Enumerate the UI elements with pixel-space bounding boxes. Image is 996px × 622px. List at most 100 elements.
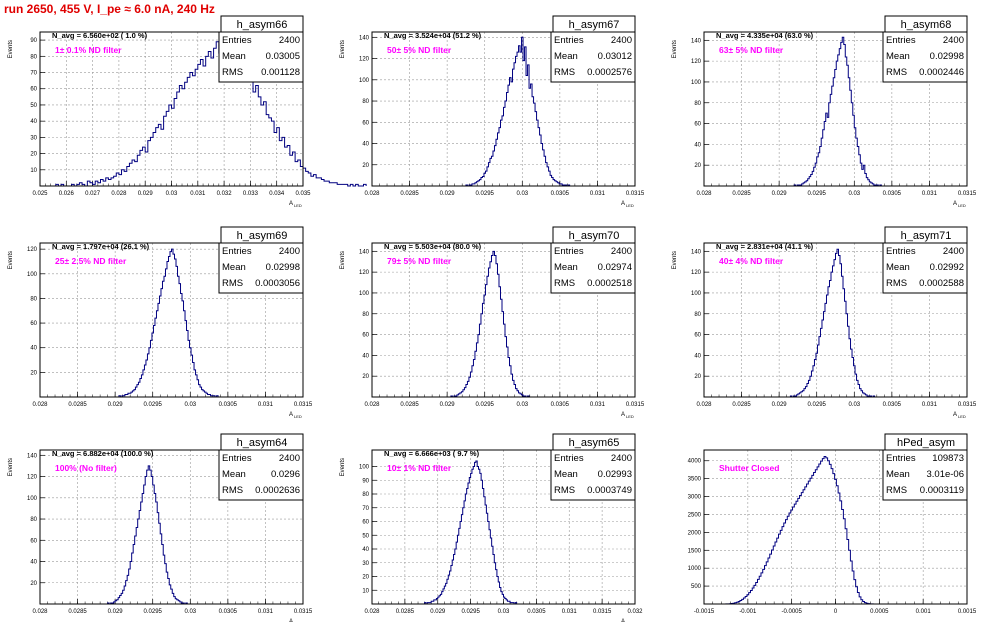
stats-value: 0.02998: [266, 262, 300, 273]
x-tick-label: 0.029: [440, 191, 456, 197]
y-tick-label: 70: [362, 506, 369, 512]
histogram-title: h_asym70: [569, 230, 620, 242]
stats-label: Entries: [222, 246, 252, 257]
x-tick-label: 0.0305: [219, 402, 238, 408]
y-tick-label: 2000: [688, 530, 702, 536]
y-tick-label: 120: [691, 270, 702, 276]
stats-label: Mean: [554, 51, 578, 62]
x-axis-label: ALED: [289, 412, 302, 419]
y-tick-label: 50: [362, 533, 369, 539]
y-tick-label: 140: [27, 453, 38, 459]
y-tick-label: 4000: [688, 459, 702, 465]
y-tick-label: 40: [362, 142, 369, 148]
y-tick-label: 100: [359, 465, 370, 471]
histogram-outline: [793, 36, 882, 187]
stats-value: 0.02998: [930, 51, 964, 62]
histogram-panel-h_asym70: 0.028 0.0285 0.029 0.0295 0.03 0.0305 0.031 0.0…: [340, 226, 645, 419]
filter-annotation: 50± 5% ND filter: [387, 45, 452, 55]
y-tick-label: 100: [359, 291, 370, 297]
stats-value: 0.001128: [261, 67, 300, 78]
x-tick-label: 0.0285: [400, 191, 419, 197]
y-axis-label: Events: [8, 251, 14, 269]
x-tick-label: 0.0315: [294, 402, 313, 408]
stats-value: 0.0003749: [587, 485, 632, 496]
x-tick-label: 0.0015: [958, 609, 977, 615]
x-tick-label: 0.0285: [400, 402, 419, 408]
x-tick-label: 0.0315: [958, 402, 977, 408]
stats-value: 0.0002588: [919, 278, 964, 289]
y-tick-label: 60: [30, 538, 37, 544]
stats-value: 2400: [611, 453, 632, 464]
x-tick-label: 0.0315: [294, 609, 313, 615]
stats-label: RMS: [222, 67, 243, 78]
x-tick-label: 0.028: [32, 402, 48, 408]
x-tick-label: 0.029: [108, 402, 124, 408]
x-axis-label: ALED: [621, 412, 634, 419]
y-tick-label: 80: [362, 492, 369, 498]
y-tick-label: 120: [359, 57, 370, 63]
stats-value: 0.0296: [271, 469, 300, 480]
x-tick-label: 0.03: [848, 191, 860, 197]
y-tick-label: 50: [30, 103, 37, 109]
stats-value: 0.0002518: [587, 278, 632, 289]
plot-frame: [371, 242, 636, 398]
x-axis-label: ALED: [289, 201, 302, 208]
y-tick-label: 1000: [688, 566, 702, 572]
x-tick-label: -0.0005: [781, 609, 802, 615]
y-tick-label: 3000: [688, 495, 702, 501]
y-tick-label: 100: [27, 272, 38, 278]
x-tick-label: 0.028: [364, 609, 380, 615]
stats-value: 0.03012: [598, 51, 632, 62]
navg-label: N_avg = 1.797e+04 (26.1 %): [52, 242, 150, 251]
x-tick-label: 0.028: [364, 402, 380, 408]
y-tick-label: 80: [30, 296, 37, 302]
stats-box: [550, 449, 636, 501]
x-tick-label: 0.026: [59, 191, 75, 197]
histogram-title: h_asym65: [569, 437, 620, 449]
filter-annotation: 40± 4% ND filter: [719, 256, 784, 266]
x-tick-label: 0.031: [590, 191, 606, 197]
x-tick-label: 0.03: [848, 402, 860, 408]
stats-value: 0.0002576: [587, 67, 632, 78]
x-tick-label: 0.0315: [593, 609, 612, 615]
plot-frame: [39, 449, 304, 605]
stats-label: Mean: [886, 51, 910, 62]
stats-box: [882, 449, 968, 501]
y-tick-label: 80: [30, 517, 37, 523]
run-title: run 2650, 455 V, I_pe ≈ 6.0 nA, 240 Hz: [4, 2, 215, 16]
plot-frame: [371, 449, 636, 605]
y-axis-label: Events: [340, 40, 346, 58]
x-tick-label: 0.0305: [551, 402, 570, 408]
y-axis-label: Events: [8, 40, 14, 58]
x-tick-label: 0.032: [627, 609, 643, 615]
stats-value: 0.02974: [598, 262, 632, 273]
y-tick-label: 10: [362, 588, 369, 594]
stats-box: [218, 242, 304, 294]
x-tick-label: 0.0285: [732, 191, 751, 197]
x-tick-label: 0.0285: [732, 402, 751, 408]
y-tick-label: 100: [691, 291, 702, 297]
histogram-title: h_asym71: [901, 230, 952, 242]
stats-value: 0.02993: [598, 469, 632, 480]
stats-value: 2400: [943, 35, 964, 46]
stats-label: RMS: [886, 485, 907, 496]
stats-value: 2400: [279, 453, 300, 464]
stats-box: [218, 449, 304, 501]
x-tick-label: 0.0295: [476, 191, 495, 197]
histogram-outline: [725, 455, 876, 605]
y-tick-label: 40: [30, 560, 37, 566]
x-tick-label: 0.001: [916, 609, 932, 615]
filter-annotation: 63± 5% ND filter: [719, 45, 784, 55]
y-tick-label: 20: [694, 163, 701, 169]
y-tick-label: 20: [362, 575, 369, 581]
x-tick-label: 0.0305: [883, 191, 902, 197]
x-tick-label: 0.032: [217, 191, 233, 197]
stats-value: 0.0003056: [255, 278, 300, 289]
histogram-title: hPed_asym: [897, 437, 955, 449]
navg-label: N_avg = 4.335e+04 (63.0 %): [716, 31, 814, 40]
plot-frame: [703, 31, 968, 187]
x-tick-label: 0.0305: [883, 402, 902, 408]
y-tick-label: 20: [30, 370, 37, 376]
plot-frame: [703, 242, 968, 398]
x-tick-label: 0.028: [32, 609, 48, 615]
